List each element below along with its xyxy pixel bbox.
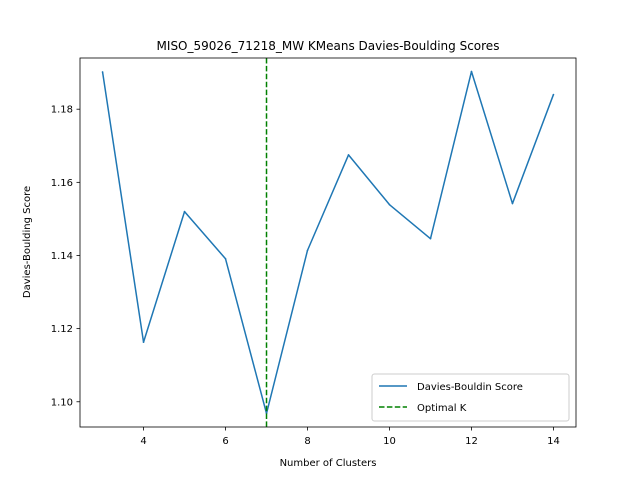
legend-label-optimal-k: Optimal K (417, 403, 467, 414)
legend: Davies-Bouldin Score Optimal K (371, 373, 570, 422)
y-axis-label: Davies-Boulding Score (22, 186, 33, 298)
data-point (429, 237, 432, 240)
x-tick-label: 12 (465, 436, 478, 447)
data-point (470, 70, 473, 73)
data-point (388, 203, 391, 206)
data-point (347, 154, 350, 156)
data-point (224, 257, 227, 260)
data-point (101, 71, 104, 73)
x-tick-label: 4 (140, 436, 146, 447)
data-point (552, 93, 555, 96)
data-point (306, 249, 309, 252)
data-point (183, 210, 186, 213)
data-point (142, 341, 145, 343)
plot-area: 4 6 8 10 12 14 1.10 1.12 1.14 1.16 1.18 (51, 57, 577, 447)
x-tick-label: 6 (222, 436, 228, 447)
data-point (511, 202, 514, 205)
series-line (101, 70, 555, 415)
y-tick-label: 1.14 (51, 251, 73, 262)
x-tick-label: 10 (383, 436, 396, 447)
x-axis-label: Number of Clusters (280, 458, 377, 469)
x-tick-label: 8 (304, 436, 310, 447)
y-tick-label: 1.10 (51, 397, 73, 408)
y-tick-label: 1.12 (51, 324, 73, 335)
legend-box (371, 373, 570, 422)
legend-label-series: Davies-Bouldin Score (417, 382, 523, 393)
y-tick-label: 1.16 (51, 178, 73, 189)
axes-frame (79, 57, 577, 428)
chart-title: MISO_59026_71218_MW KMeans Davies-Bouldi… (157, 39, 500, 53)
y-tick-label: 1.18 (51, 105, 73, 116)
x-tick-label: 14 (547, 436, 560, 447)
